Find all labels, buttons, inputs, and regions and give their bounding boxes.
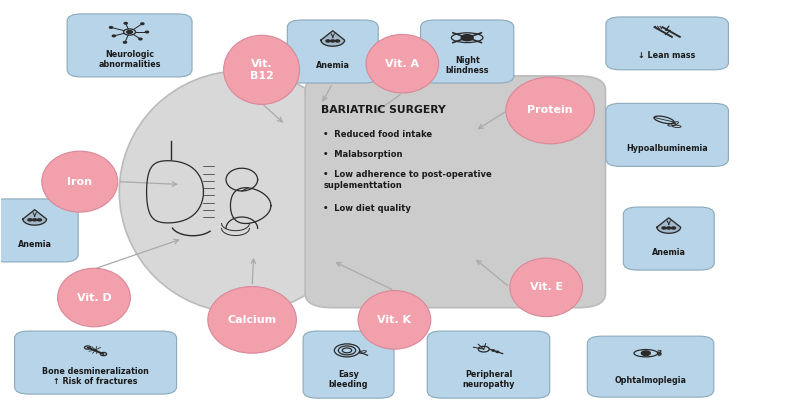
Polygon shape: [321, 31, 345, 46]
Circle shape: [326, 40, 330, 42]
Ellipse shape: [223, 35, 299, 104]
Text: Night
blindness: Night blindness: [445, 55, 489, 75]
FancyBboxPatch shape: [305, 76, 606, 308]
Ellipse shape: [58, 268, 131, 327]
Text: Bone desmineralization
↑ Risk of fractures: Bone desmineralization ↑ Risk of fractur…: [42, 367, 149, 386]
FancyBboxPatch shape: [0, 199, 78, 262]
Circle shape: [642, 351, 650, 355]
Text: Anemia: Anemia: [316, 61, 350, 70]
Text: Vit. A: Vit. A: [385, 59, 420, 69]
Text: Vit.
B12: Vit. B12: [249, 59, 273, 81]
Ellipse shape: [208, 286, 296, 353]
FancyBboxPatch shape: [287, 20, 379, 83]
Circle shape: [32, 219, 36, 221]
Circle shape: [28, 219, 32, 221]
Text: •  Low adherence to post-operative
suplementtation: • Low adherence to post-operative suplem…: [323, 170, 492, 190]
Circle shape: [124, 22, 128, 24]
Circle shape: [109, 27, 112, 28]
Text: Peripheral
neuropathy: Peripheral neuropathy: [463, 370, 515, 389]
Circle shape: [336, 40, 340, 42]
Circle shape: [112, 35, 116, 37]
Circle shape: [667, 227, 671, 229]
Text: Anemia: Anemia: [652, 248, 686, 257]
Text: Vit. D: Vit. D: [77, 293, 112, 302]
Ellipse shape: [42, 151, 118, 212]
Circle shape: [127, 31, 132, 33]
Circle shape: [141, 23, 144, 24]
Text: Vit. K: Vit. K: [378, 315, 411, 325]
Circle shape: [331, 40, 335, 42]
Text: Hypoalbuminemia: Hypoalbuminemia: [626, 144, 708, 153]
Text: Anemia: Anemia: [17, 240, 51, 249]
Text: Protein: Protein: [527, 106, 573, 115]
Circle shape: [124, 42, 127, 43]
Polygon shape: [657, 218, 680, 233]
Text: Neurologic
abnormalities: Neurologic abnormalities: [98, 50, 161, 69]
Text: Ophtalmoplegia: Ophtalmoplegia: [615, 375, 687, 385]
Text: BARIATRIC SURGERY: BARIATRIC SURGERY: [321, 106, 446, 115]
Circle shape: [461, 35, 473, 41]
Text: Easy
bleeding: Easy bleeding: [329, 370, 368, 389]
Ellipse shape: [506, 77, 595, 144]
FancyBboxPatch shape: [14, 331, 177, 394]
Circle shape: [139, 38, 142, 40]
FancyBboxPatch shape: [67, 14, 192, 77]
Circle shape: [496, 351, 499, 353]
Circle shape: [146, 31, 149, 33]
Text: ↓ Lean mass: ↓ Lean mass: [638, 51, 696, 60]
FancyBboxPatch shape: [421, 20, 514, 83]
Ellipse shape: [366, 34, 439, 93]
Polygon shape: [23, 210, 47, 225]
Text: •  Malabsorption: • Malabsorption: [323, 150, 403, 159]
FancyBboxPatch shape: [606, 17, 729, 70]
Text: •  Reduced food intake: • Reduced food intake: [323, 131, 432, 140]
Text: Iron: Iron: [67, 177, 92, 186]
Circle shape: [37, 219, 41, 221]
Ellipse shape: [120, 71, 364, 313]
Text: •  Low diet quality: • Low diet quality: [323, 204, 411, 213]
FancyBboxPatch shape: [606, 103, 729, 166]
Circle shape: [492, 350, 494, 351]
FancyBboxPatch shape: [303, 331, 394, 398]
Circle shape: [662, 227, 666, 229]
Text: Vit. E: Vit. E: [530, 282, 563, 293]
Text: Calcium: Calcium: [227, 315, 276, 325]
FancyBboxPatch shape: [623, 207, 714, 270]
Circle shape: [672, 227, 676, 229]
Ellipse shape: [358, 290, 431, 349]
FancyBboxPatch shape: [588, 336, 714, 397]
Ellipse shape: [510, 258, 583, 317]
FancyBboxPatch shape: [427, 331, 550, 398]
